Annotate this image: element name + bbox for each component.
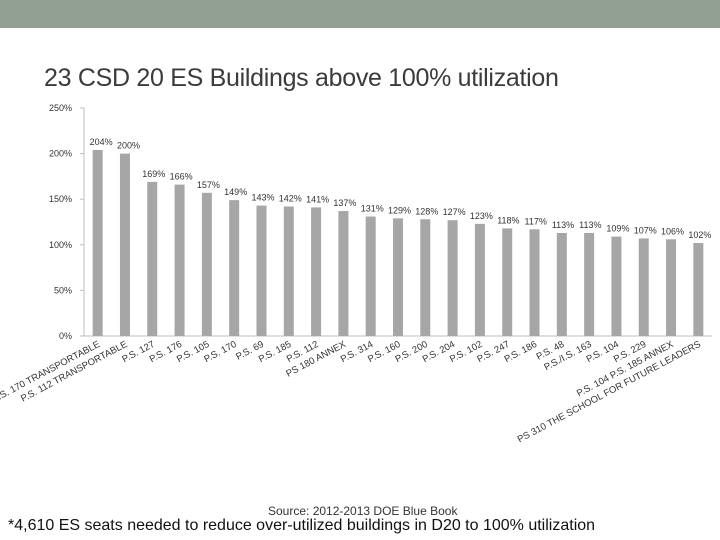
y-axis: 0% 50% 100% 150% 200% 250% [49,103,712,341]
top-band [0,0,720,28]
bar [447,220,458,336]
data-label: 200% [117,141,140,151]
data-labels: 204% 200% 169% 166% 157% 149% 143% 142% 141% 137%… [90,137,712,240]
data-label: 113% [579,220,601,230]
data-label: 107% [634,225,657,235]
data-label: 117% [525,216,547,226]
bar [693,242,704,336]
y-tick-label: 100% [49,240,72,250]
y-tick-label: 0% [59,331,72,341]
data-label: 131% [361,204,384,214]
y-tick-label: 200% [49,149,72,159]
y-tick-label: 150% [49,194,72,204]
bar [365,216,376,336]
bar [666,239,677,336]
data-label: 204% [90,137,113,147]
data-label: 157% [197,180,220,190]
bars [92,149,704,336]
data-label: 137% [333,198,356,208]
data-label: 169% [142,169,165,179]
data-label: 142% [279,193,302,203]
bar [256,205,267,336]
bar [147,181,158,336]
data-label: 123% [470,211,493,221]
bar [338,211,349,336]
bar [92,149,103,336]
bar [611,236,622,336]
bar [393,218,403,336]
bar [584,232,595,336]
x-tick-label: P.S. 170 TRANSPORTABLE [0,339,102,405]
data-label: 149% [224,187,247,197]
data-label: 127% [443,207,466,217]
bar [529,229,540,336]
data-label: 141% [306,194,329,204]
data-label: 118% [497,215,519,225]
bar [420,219,431,336]
data-label: 143% [251,193,274,203]
data-label: 128% [415,206,438,216]
data-label: 102% [688,230,711,240]
bar [638,238,649,336]
footnote: *4,610 ES seats needed to reduce over-ut… [8,517,596,534]
y-tick-label: 250% [49,103,72,113]
bar [201,192,212,336]
bar [556,232,567,336]
data-label: 113% [552,220,574,230]
bar [229,200,240,336]
data-label: 106% [661,226,684,236]
bar [174,184,185,336]
bar-chart: 0% 50% 100% 150% 200% 250% 204% 200% 169% 166% 15… [0,103,712,446]
y-tick-label: 50% [54,285,72,295]
bar [502,228,513,336]
data-label: 166% [170,172,193,182]
bar [311,207,322,336]
bar [119,153,130,336]
bar [474,223,485,336]
chart-title: 23 CSD 20 ES Buildings above 100% utiliz… [44,64,559,92]
data-label: 109% [606,224,629,234]
bar [283,206,294,336]
data-label: 129% [388,205,411,215]
source-note: Source: 2012-2013 DOE Blue Book [268,504,458,518]
